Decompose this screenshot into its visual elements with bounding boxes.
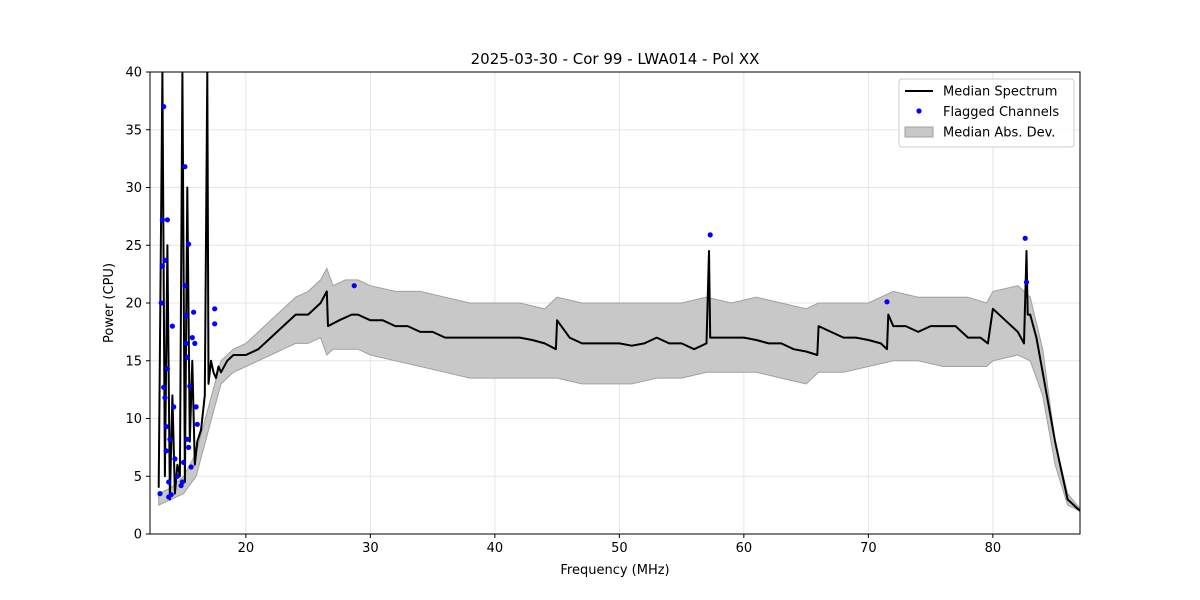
flagged-point xyxy=(169,323,175,329)
flagged-point xyxy=(183,340,189,346)
flagged-point xyxy=(171,404,177,410)
x-axis-label: Frequency (MHz) xyxy=(560,563,669,578)
flagged-point xyxy=(186,241,192,247)
flagged-point xyxy=(161,104,167,110)
legend-box xyxy=(898,78,1075,148)
legend-label-median: Median Spectrum xyxy=(943,85,1057,100)
x-tick-label: 70 xyxy=(860,541,877,556)
flagged-point xyxy=(183,313,189,319)
flagged-point xyxy=(161,384,167,390)
flagged-layer xyxy=(157,104,1030,500)
flagged-point xyxy=(157,491,163,497)
flagged-point xyxy=(174,473,180,479)
flagged-point xyxy=(166,479,172,485)
legend: Median Spectrum Flagged Channels Median … xyxy=(898,78,1075,148)
y-tick-label: 40 xyxy=(125,66,142,81)
flagged-point xyxy=(194,421,200,427)
flagged-point xyxy=(212,321,218,327)
y-tick-label: 10 xyxy=(125,412,142,427)
flagged-point xyxy=(189,335,195,341)
x-axis: 20 30 40 50 60 70 80 xyxy=(238,534,1002,556)
y-tick-label: 25 xyxy=(125,239,142,254)
x-tick-label: 20 xyxy=(238,541,255,556)
flagged-point xyxy=(182,283,188,289)
flagged-point xyxy=(162,257,168,263)
flagged-point xyxy=(212,306,218,312)
flagged-point xyxy=(179,479,185,485)
flagged-point xyxy=(158,300,164,306)
flagged-point xyxy=(167,436,173,442)
flagged-point xyxy=(159,263,165,269)
flagged-point xyxy=(164,217,170,223)
legend-swatch-mad xyxy=(904,126,934,138)
legend-label-mad: Median Abs. Dev. xyxy=(943,126,1055,141)
mad-band xyxy=(158,267,1080,512)
mad-layer xyxy=(158,267,1080,512)
flagged-point xyxy=(884,299,890,305)
flagged-point xyxy=(186,444,192,450)
x-tick-label: 50 xyxy=(611,541,628,556)
legend-label-flagged: Flagged Channels xyxy=(943,105,1059,120)
flagged-point xyxy=(182,164,188,170)
flagged-point xyxy=(172,456,178,462)
x-tick-label: 30 xyxy=(362,541,379,556)
flagged-point xyxy=(168,492,174,498)
flagged-point xyxy=(163,448,169,454)
flagged-point xyxy=(184,436,190,442)
median-layer xyxy=(157,72,1080,512)
x-tick-label: 60 xyxy=(736,541,753,556)
flagged-point xyxy=(707,232,713,238)
y-axis-label: Power (CPU) xyxy=(102,263,117,343)
flagged-point xyxy=(191,309,197,315)
y-tick-label: 20 xyxy=(125,297,142,312)
flagged-point xyxy=(162,395,168,401)
y-tick-label: 0 xyxy=(134,528,142,543)
flagged-point xyxy=(187,383,193,389)
flagged-point xyxy=(351,283,357,289)
flagged-point xyxy=(163,424,169,430)
flagged-point xyxy=(184,354,190,360)
chart-title: 2025-03-30 - Cor 99 - LWA014 - Pol XX xyxy=(471,50,760,68)
flagged-point xyxy=(193,404,199,410)
flagged-point xyxy=(159,217,165,223)
flagged-point xyxy=(181,459,187,465)
y-tick-label: 35 xyxy=(125,123,142,138)
x-tick-label: 40 xyxy=(487,541,504,556)
flagged-point xyxy=(188,464,194,470)
flagged-point xyxy=(1022,235,1028,241)
x-tick-label: 80 xyxy=(985,541,1002,556)
flagged-point xyxy=(192,340,198,346)
flagged-point xyxy=(1023,279,1030,285)
legend-swatch-flagged xyxy=(916,108,922,114)
y-axis: 0 5 10 15 20 25 30 35 40 xyxy=(125,66,150,543)
y-tick-label: 5 xyxy=(134,470,142,485)
y-tick-label: 15 xyxy=(125,354,142,369)
median-spectrum-line xyxy=(157,72,1080,512)
y-tick-label: 30 xyxy=(125,181,142,196)
flagged-point xyxy=(164,366,170,372)
